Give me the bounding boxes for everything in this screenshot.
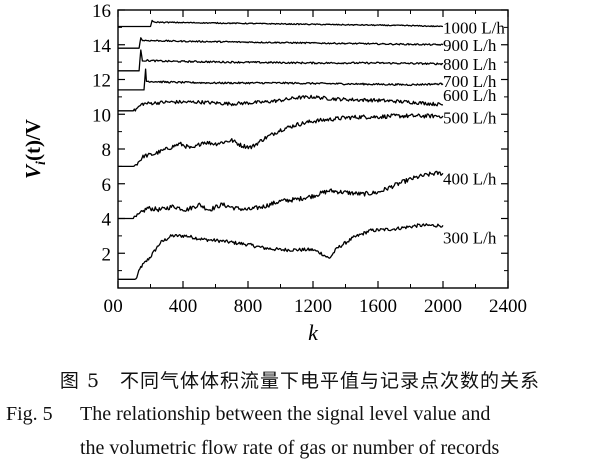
line-chart: 0 400 800 1200 1600 2000 2400 2 4 6 8 10 12 14 16 0 300… [21,1,527,345]
y-tick-label: 14 [92,36,112,57]
caption-english-text1: The relationship between the signal leve… [80,403,491,425]
y-tick-label: 2 [102,244,112,265]
series-line [118,94,444,112]
x-tick-label: 2400 [489,296,527,317]
y-axis-label-sub: i [34,161,49,165]
x-tick-label: 1200 [294,296,332,317]
x-tick-label: 400 [169,296,198,317]
series-label: 700 L/h [443,72,497,91]
y-axis-label-rest: (t)/V [21,119,45,161]
series-label: 900 L/h [443,36,497,55]
series-label: 300 L/h [443,229,497,248]
series-label: 600 L/h [443,86,497,105]
y-axis-label: Vi(t)/V [21,119,49,179]
x-tick-label: 800 [234,296,263,317]
x-tick-label: 0 [113,296,123,317]
series-line [118,37,444,49]
caption-chinese: 图 5 不同气体体积流量下电平值与记录点次数的关系 [59,370,541,392]
series-label: 1000 L/h [443,18,505,37]
y-tick-label: 10 [92,105,111,126]
y-tick-label: 0 [104,296,114,317]
series-line [118,49,444,72]
series-group [118,19,444,280]
y-tick-label: 16 [92,1,111,22]
series-label: 500 L/h [443,109,497,128]
y-tick-label: 4 [102,210,112,231]
caption-figure-label: Fig. 5 [6,403,53,425]
series-line [118,223,444,280]
caption-english-line2: the volumetric flow rate of gas or numbe… [80,437,500,459]
axis-ticks: 0 400 800 1200 1600 2000 2400 2 4 6 8 10 12 14 16 0 [92,1,527,317]
y-axis-label-main: V [21,163,45,179]
x-axis-label: k [308,320,319,345]
series-line [118,113,444,168]
y-tick-label: 6 [102,175,112,196]
y-tick-label: 8 [102,140,112,161]
series-line [118,19,444,28]
y-tick-label: 12 [92,71,111,92]
series-line [118,170,444,220]
series-line [118,68,444,91]
x-tick-label: 2000 [424,296,462,317]
series-label: 800 L/h [443,55,497,74]
x-tick-label: 1600 [359,296,397,317]
caption-english-line1: Fig. 5 The relationship between the signa… [6,403,490,426]
series-label: 400 L/h [443,170,497,189]
